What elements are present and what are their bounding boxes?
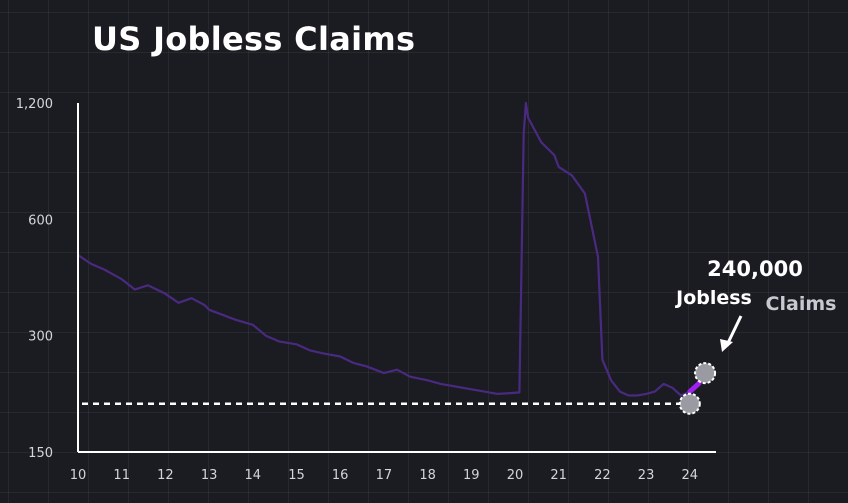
y-tick-label: 600 <box>28 213 53 228</box>
data-marker <box>694 362 717 385</box>
y-tick-label: 1,200 <box>16 97 53 112</box>
x-tick-label: 10 <box>70 468 87 483</box>
annotation-value: 240,000 <box>707 257 803 281</box>
series-line <box>77 101 707 397</box>
x-tick-label: 15 <box>288 468 305 483</box>
annotation-arrowhead <box>720 339 733 352</box>
x-axis-ticks: 10 11 12 13 14 15 16 17 18 19 20 21 22 23 24 <box>70 468 698 483</box>
x-tick-label: 21 <box>550 468 567 483</box>
y-axis-ticks: 150 300 600 1,200 <box>16 97 53 461</box>
annotation-label-line2: Claims <box>766 293 837 315</box>
y-tick-label: 150 <box>28 446 53 461</box>
x-tick-label: 14 <box>245 468 262 483</box>
x-tick-label: 20 <box>507 468 524 483</box>
x-tick-label: 22 <box>594 468 611 483</box>
x-tick-label: 23 <box>638 468 655 483</box>
x-tick-label: 19 <box>463 468 480 483</box>
annotation: 240,000 Jobless Claims <box>674 257 836 352</box>
y-tick-label: 300 <box>28 330 53 345</box>
x-tick-label: 13 <box>201 468 218 483</box>
data-marker <box>678 392 701 415</box>
x-tick-label: 17 <box>376 468 393 483</box>
annotation-arrow-shaft <box>725 315 743 346</box>
annotation-label-line1: Jobless <box>674 287 752 309</box>
x-tick-label: 16 <box>332 468 349 483</box>
x-tick-label: 12 <box>157 468 174 483</box>
marker-group <box>678 362 717 415</box>
page-title: US Jobless Claims <box>92 20 416 58</box>
x-tick-label: 18 <box>419 468 436 483</box>
x-tick-label: 24 <box>682 468 699 483</box>
x-tick-label: 11 <box>113 468 130 483</box>
